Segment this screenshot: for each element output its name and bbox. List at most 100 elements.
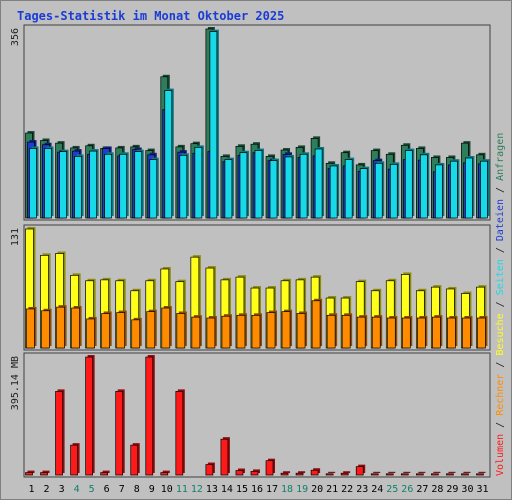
bar-volumen-day-30 (461, 471, 471, 476)
bar-rechner-day-25 (386, 316, 398, 349)
bar-seiten-day-21 (329, 163, 340, 219)
x-tick-label: 31 (476, 484, 488, 495)
bar-seiten-day-14 (224, 157, 234, 219)
panel-volume-ymax-label: 395.14 MB (10, 356, 21, 410)
bar-rechner-day-31 (477, 316, 488, 349)
x-tick-label: 30 (461, 484, 473, 495)
chart-panels: 356 131 395.14 MB (10, 24, 491, 478)
bar-volumen-day-18 (280, 471, 291, 476)
bar-rechner-day-6 (101, 311, 112, 349)
bar-seiten-day-17 (269, 158, 280, 219)
bar-volumen-day-10 (160, 470, 170, 476)
legend-entry-rechner: Rechner (495, 374, 506, 422)
legend-entry-volumen: Volumen (495, 434, 506, 476)
bar-seiten-day-13 (209, 29, 219, 219)
x-tick-label: 2 (44, 484, 50, 495)
bar-volumen-day-23 (355, 464, 366, 476)
x-tick-label: 1 (29, 484, 35, 495)
bar-rechner-day-16 (251, 313, 262, 349)
bar-seiten-day-30 (465, 156, 475, 219)
legend: Volumen / Rechner / Besuche / Seiten / D… (495, 133, 506, 476)
bar-seiten-day-19 (299, 152, 310, 219)
bar-volumen-day-7 (115, 389, 125, 476)
bar-seiten-day-29 (450, 159, 460, 219)
bar-seiten-day-18 (284, 154, 295, 219)
x-tick-label: 23 (356, 484, 368, 495)
bar-volumen-day-19 (295, 471, 306, 476)
bar-rechner-day-7 (116, 310, 127, 349)
bar-volumen-day-13 (205, 462, 215, 476)
x-tick-label: 9 (149, 484, 155, 495)
x-tick-label: 16 (251, 484, 263, 495)
bar-rechner-day-1 (26, 306, 37, 349)
bar-volumen-day-8 (130, 443, 140, 476)
bar-seiten-day-3 (59, 149, 69, 219)
bar-seiten-day-24 (374, 161, 385, 219)
x-tick-label: 26 (401, 484, 413, 495)
bar-volumen-day-15 (235, 468, 245, 476)
bar-seiten-day-31 (480, 159, 490, 219)
bar-rechner-day-13 (206, 316, 217, 349)
bar-rechner-day-9 (146, 309, 157, 349)
bar-seiten-day-15 (239, 150, 249, 219)
bar-volumen-day-21 (325, 471, 336, 476)
bar-volumen-day-31 (476, 471, 486, 476)
bar-volumen-day-22 (340, 471, 351, 476)
x-tick-label: 27 (416, 484, 428, 495)
bar-rechner-day-30 (462, 316, 473, 349)
x-tick-label: 24 (371, 484, 383, 495)
bar-rechner-day-23 (356, 315, 368, 349)
bar-rechner-day-26 (401, 316, 413, 349)
bar-volumen-day-4 (70, 443, 80, 476)
legend-separator: / (495, 247, 506, 259)
legend-entry-besuche: Besuche (495, 313, 506, 361)
x-tick-label: 11 (176, 484, 188, 495)
bar-rechner-day-11 (176, 311, 187, 349)
bar-volumen-day-17 (265, 458, 276, 476)
bar-volumen-day-27 (415, 471, 426, 476)
series-seiten (29, 29, 490, 219)
bar-volumen-day-20 (310, 468, 321, 476)
legend-text: Volumen / Rechner / Besuche / Seiten / D… (495, 133, 506, 476)
bar-seiten-day-8 (134, 149, 144, 219)
legend-separator: / (495, 187, 506, 199)
x-tick-label: 29 (446, 484, 458, 495)
bar-rechner-day-28 (432, 315, 443, 349)
legend-separator: / (495, 301, 506, 313)
bar-rechner-day-17 (266, 310, 278, 349)
bar-volumen-day-5 (85, 355, 95, 476)
bar-rechner-day-21 (326, 313, 338, 349)
bar-seiten-day-1 (29, 146, 39, 219)
bar-volumen-day-11 (175, 389, 185, 476)
bar-seiten-day-22 (344, 157, 355, 219)
series-volumen (25, 355, 486, 476)
legend-separator: / (495, 362, 506, 374)
x-tick-label: 6 (104, 484, 110, 495)
bar-volumen-day-1 (25, 470, 35, 476)
panel-volume-area (23, 352, 491, 478)
bar-volumen-day-3 (55, 389, 65, 476)
panel-hits-ymax-label: 356 (10, 28, 21, 46)
legend-entry-anfragen: Anfragen (495, 133, 506, 187)
x-tick-label: 3 (59, 484, 65, 495)
bar-seiten-day-11 (179, 153, 189, 219)
bar-volumen-day-14 (220, 437, 230, 476)
bar-seiten-day-28 (435, 162, 445, 219)
x-tick-label: 12 (191, 484, 203, 495)
bar-seiten-day-20 (314, 146, 325, 219)
bar-volumen-day-28 (431, 471, 441, 476)
x-tick-label: 21 (326, 484, 338, 495)
x-tick-label: 18 (281, 484, 293, 495)
legend-entry-seiten: Seiten (495, 259, 506, 301)
x-tick-label: 17 (266, 484, 278, 495)
bar-volumen-day-9 (145, 355, 155, 476)
bar-seiten-day-6 (104, 152, 114, 219)
bar-seiten-day-26 (404, 148, 415, 219)
bar-rechner-day-18 (281, 309, 293, 349)
bar-rechner-day-15 (236, 313, 247, 349)
x-tick-label: 8 (134, 484, 140, 495)
bar-seiten-day-2 (44, 146, 54, 219)
bar-rechner-day-20 (311, 298, 323, 349)
bar-seiten-day-23 (359, 166, 370, 219)
